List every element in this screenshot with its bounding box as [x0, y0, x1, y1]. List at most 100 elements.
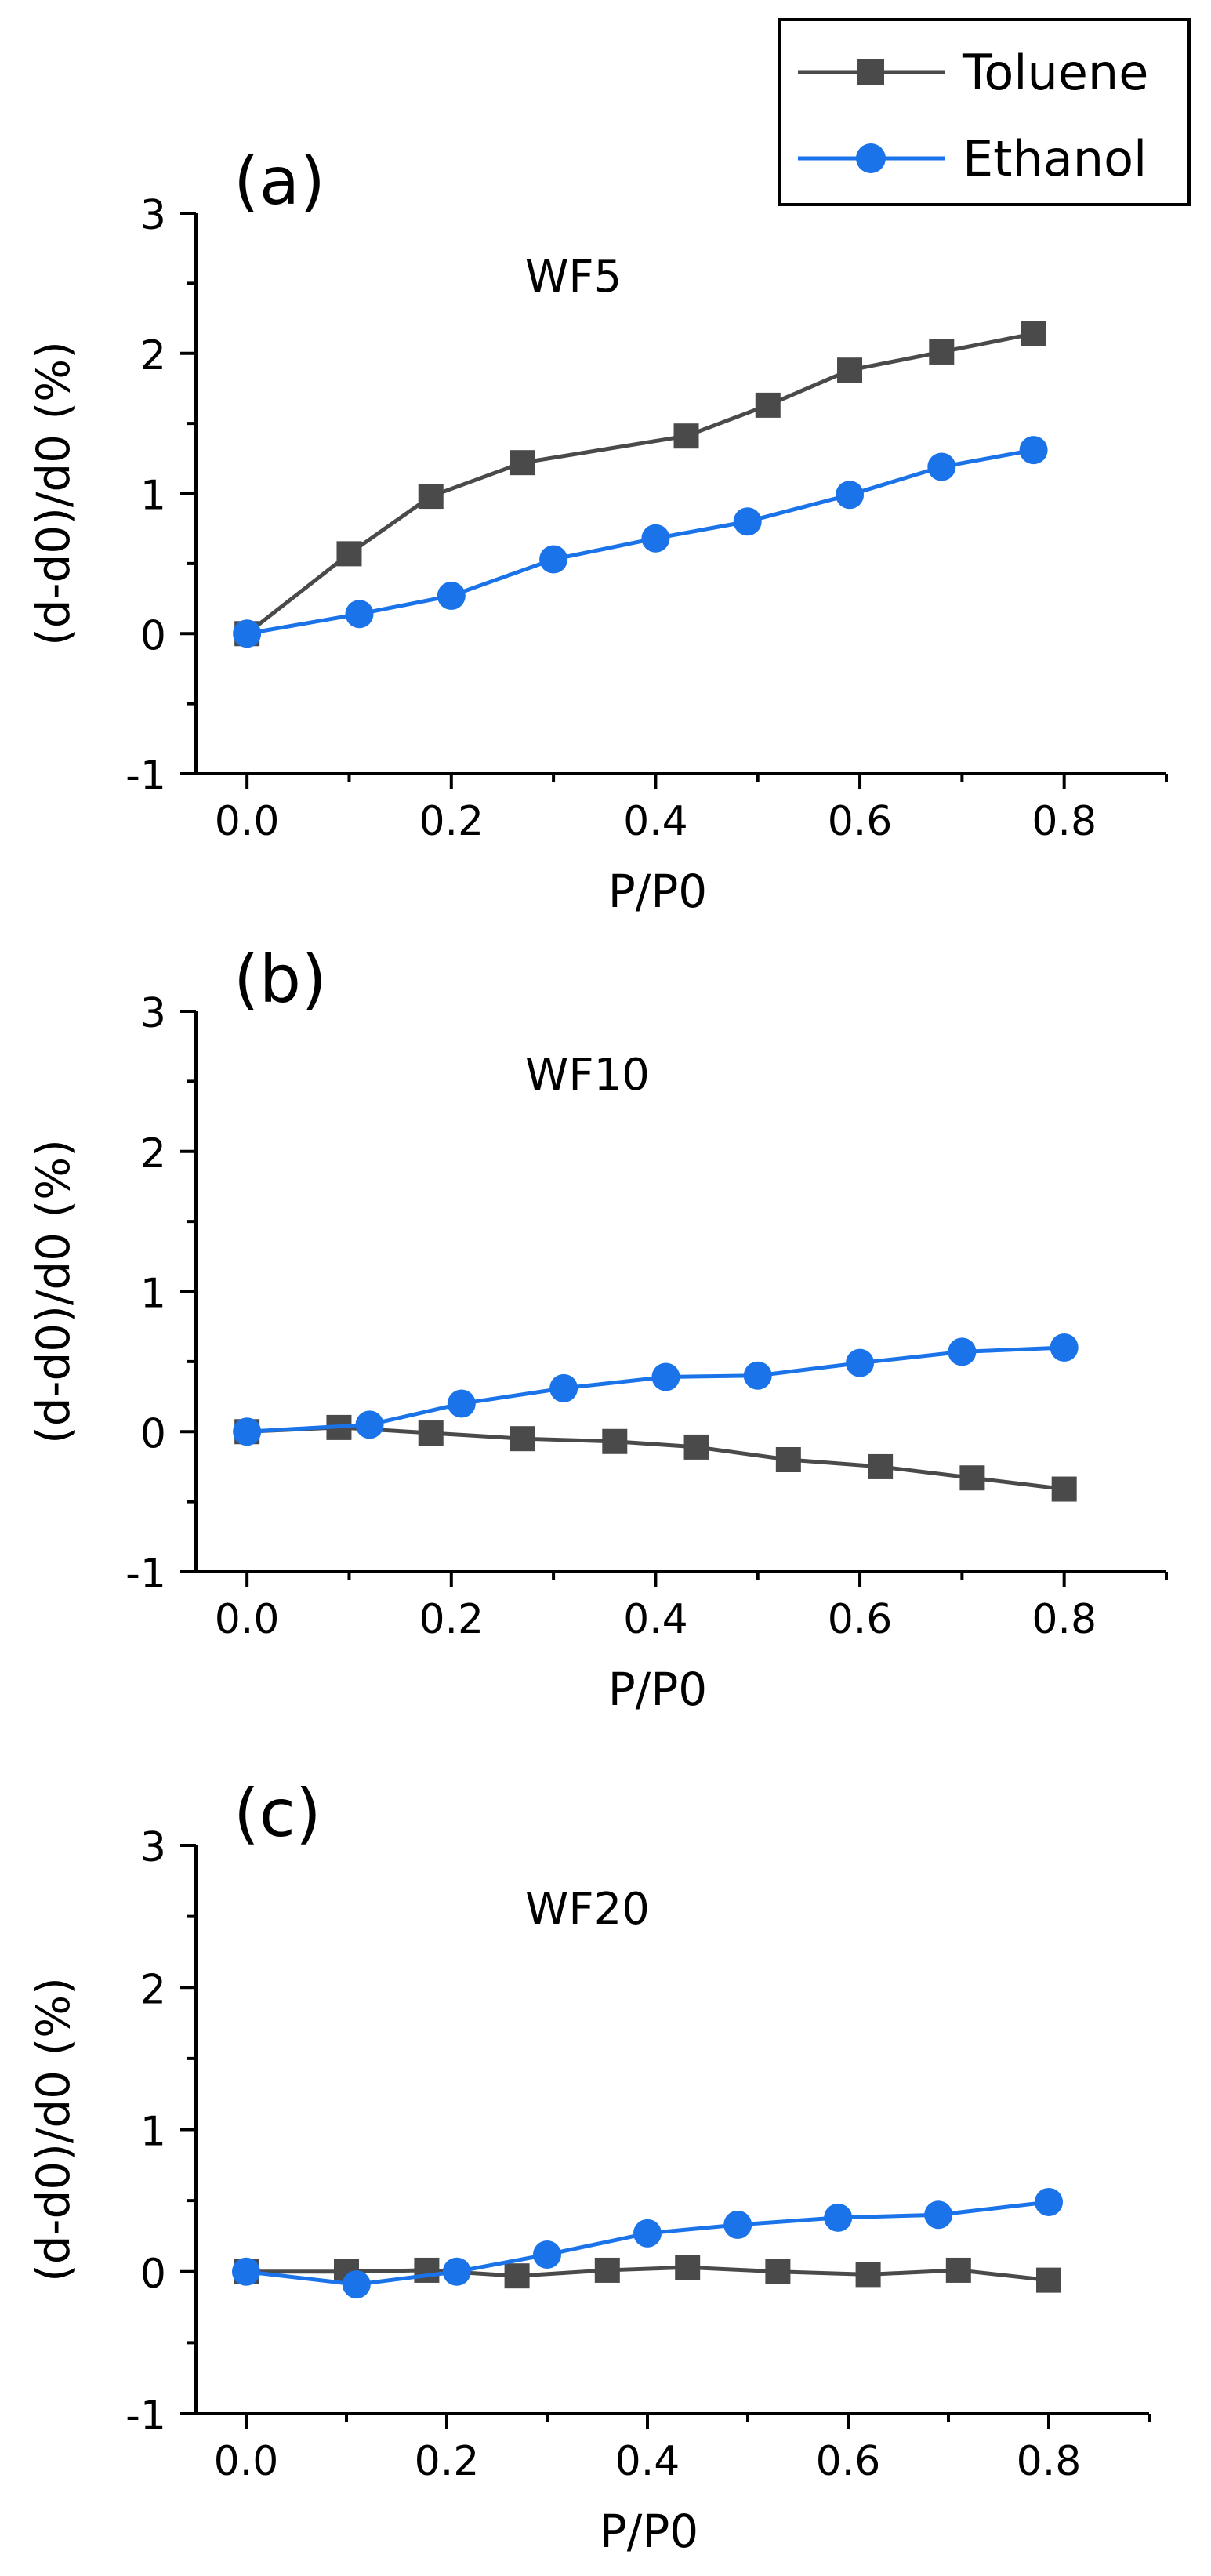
x-tick-label: 0.6: [828, 798, 893, 845]
data-point-toluene: [868, 1453, 894, 1479]
x-tick-label: 0.8: [1032, 798, 1097, 845]
data-point-ethanol: [743, 1361, 772, 1390]
y-tick-label: 2: [140, 1966, 166, 2013]
series-line-toluene: [245, 332, 1035, 636]
y-axis-title: (d-d0)/d0 (%): [27, 1139, 80, 1444]
series-line-toluene: [247, 1425, 1064, 1492]
data-point-toluene: [418, 1420, 444, 1446]
data-point-toluene: [837, 357, 863, 383]
data-point-ethanol: [633, 2219, 662, 2248]
sample-label: WF20: [525, 1884, 650, 1935]
x-tick-label: 0.8: [1017, 2438, 1082, 2485]
y-tick-label: 3: [140, 192, 166, 239]
x-tick-label: 0.6: [828, 1596, 893, 1643]
x-tick-label: 0.2: [419, 1596, 484, 1643]
chart-panel-3: -1 0 1 2 3 0.0 0.2 0.4 0.6 0.8 P/P0 (d-d0)/d0 (%) (c…: [27, 1775, 1151, 2558]
data-point-toluene: [683, 1434, 709, 1460]
data-point-ethanol: [723, 2210, 752, 2239]
data-point-ethanol: [733, 507, 762, 536]
data-point-ethanol: [447, 1389, 476, 1418]
y-tick-label: 0: [140, 1410, 166, 1457]
x-tick-label: 0.8: [1032, 1596, 1097, 1643]
data-point-ethanol: [437, 581, 466, 610]
legend-label: Toluene: [962, 44, 1148, 101]
data-point-ethanol: [1050, 1333, 1079, 1362]
sample-label: WF5: [525, 252, 622, 303]
data-point-ethanol: [442, 2257, 471, 2286]
series-line-toluene: [246, 2265, 1050, 2283]
y-tick-label: -1: [125, 2393, 166, 2440]
data-point-ethanol: [549, 1373, 578, 1402]
x-axis-title: P/P0: [608, 865, 707, 918]
data-point-ethanol: [927, 452, 956, 481]
data-point-toluene: [510, 1426, 536, 1452]
chart-panel-1: -1 0 1 2 3 0.0 0.2 0.4 0.6 0.8 P/P0 (d-d0)/d0 (%) (a…: [27, 143, 1168, 918]
y-tick-label: -1: [125, 753, 166, 800]
x-tick-label: 0.6: [816, 2438, 881, 2485]
x-tick-label: 0.2: [415, 2438, 480, 2485]
data-point-ethanol: [824, 2203, 853, 2232]
data-point-toluene: [510, 450, 536, 476]
data-point-toluene: [414, 2257, 440, 2283]
data-point-toluene: [755, 392, 781, 418]
data-point-ethanol: [345, 600, 374, 629]
data-point-ethanol: [846, 1348, 875, 1377]
data-point-ethanol: [232, 2257, 260, 2286]
y-axis-title: (d-d0)/d0 (%): [27, 1977, 80, 2282]
y-tick-label: 2: [140, 332, 166, 379]
y-tick-label: 3: [140, 990, 166, 1037]
data-point-ethanol: [233, 619, 262, 648]
x-tick-label: 0.4: [615, 2438, 680, 2485]
data-point-ethanol: [1035, 2187, 1063, 2216]
chart-panel-2: -1 0 1 2 3 0.0 0.2 0.4 0.6 0.8 P/P0 (d-d0)/d0 (%) (b…: [27, 941, 1168, 1716]
data-point-toluene: [765, 2259, 791, 2284]
panel-label: (b): [234, 941, 327, 1018]
data-point-ethanol: [1019, 436, 1048, 465]
data-point-toluene: [594, 2257, 620, 2283]
data-point-toluene: [1051, 1476, 1077, 1502]
data-point-toluene: [336, 541, 362, 567]
legend-marker: [856, 143, 886, 173]
data-point-ethanol: [342, 2270, 371, 2299]
x-tick-label: 0.0: [215, 1596, 280, 1643]
panel-label: (a): [234, 143, 325, 220]
data-point-toluene: [929, 339, 955, 365]
panel-label: (c): [234, 1775, 321, 1852]
y-tick-label: 3: [140, 1824, 166, 1871]
legend-box: [778, 18, 1191, 206]
data-point-toluene: [775, 1447, 801, 1472]
data-point-ethanol: [836, 481, 865, 510]
y-tick-label: -1: [125, 1551, 166, 1598]
data-point-ethanol: [533, 2240, 561, 2269]
y-tick-label: 1: [140, 2109, 166, 2156]
data-point-toluene: [945, 2257, 971, 2283]
data-point-toluene: [673, 423, 699, 449]
data-point-ethanol: [948, 1337, 977, 1366]
data-point-ethanol: [641, 524, 670, 553]
y-tick-label: 1: [140, 473, 166, 520]
data-point-toluene: [855, 2262, 881, 2288]
legend-label: Ethanol: [963, 130, 1147, 187]
data-point-toluene: [418, 484, 444, 510]
x-tick-label: 0.0: [214, 2438, 279, 2485]
data-point-ethanol: [233, 1417, 262, 1446]
sample-label: WF10: [525, 1050, 650, 1101]
x-tick-label: 0.4: [623, 798, 688, 845]
x-axis-title: P/P0: [608, 1663, 707, 1716]
y-axis-title: (d-d0)/d0 (%): [27, 341, 80, 646]
data-point-ethanol: [651, 1362, 680, 1391]
x-axis-title: P/P0: [600, 2505, 698, 2558]
data-point-toluene: [959, 1465, 985, 1491]
data-point-ethanol: [924, 2200, 953, 2230]
y-tick-label: 2: [140, 1130, 166, 1177]
data-point-ethanol: [539, 545, 568, 574]
y-tick-label: 0: [140, 2251, 166, 2298]
y-tick-label: 0: [140, 612, 166, 659]
y-tick-label: 1: [140, 1271, 166, 1318]
legend: Toluene Ethanol: [778, 18, 1191, 206]
data-point-toluene: [1021, 321, 1046, 346]
data-point-toluene: [504, 2263, 530, 2289]
data-point-ethanol: [355, 1410, 384, 1439]
x-tick-label: 0.0: [215, 798, 280, 845]
